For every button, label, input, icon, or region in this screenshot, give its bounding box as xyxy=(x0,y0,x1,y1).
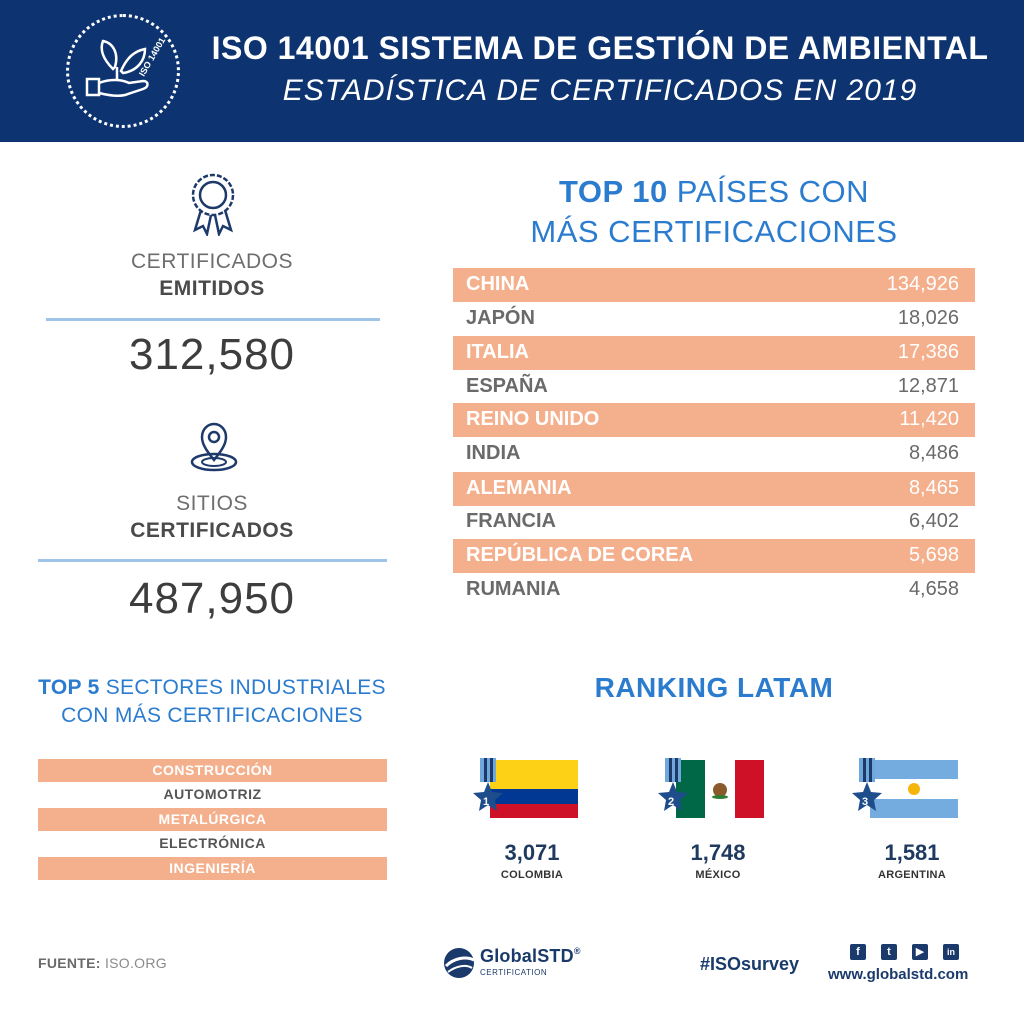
sectors-title-rest: SECTORES INDUSTRIALES xyxy=(99,676,386,699)
top10-title-rest: PAÍSES CON xyxy=(667,174,869,209)
country-name: JAPÓN xyxy=(466,307,535,329)
brand-text: GlobalSTD xyxy=(480,946,574,966)
country-name: ESPAÑA xyxy=(466,375,548,397)
country-name: RUMANIA xyxy=(466,578,561,600)
top10-title-line2: MÁS CERTIFICACIONES xyxy=(530,214,898,249)
website-link[interactable]: www.globalstd.com xyxy=(828,966,969,983)
list-item: METALÚRGICA xyxy=(38,808,387,831)
country-value: 12,871 xyxy=(897,375,959,397)
header-banner: ISO 14001 ISO 14001 SISTEMA DE GESTIÓN D… xyxy=(0,0,1024,142)
brand-name: GlobalSTD® xyxy=(480,946,581,967)
country-name: FRANCIA xyxy=(466,510,556,532)
country-name: INDIA xyxy=(466,442,521,464)
colombia-flag-icon xyxy=(490,760,578,818)
certificates-label-bold: EMITIDOS xyxy=(159,277,265,300)
country-value: 134,926 xyxy=(886,273,959,295)
medal-icon xyxy=(658,758,688,811)
source-note: FUENTE: ISO.ORG xyxy=(38,955,167,971)
location-pin-icon xyxy=(186,420,242,481)
latam-country: COLOMBIA xyxy=(500,869,564,881)
country-value: 5,698 xyxy=(908,544,959,566)
country-value: 17,386 xyxy=(897,341,959,363)
table-row: REPÚBLICA DE COREA 5,698 xyxy=(453,539,975,573)
country-value: 6,402 xyxy=(908,510,959,532)
sites-label-bold: CERTIFICADOS xyxy=(130,519,294,542)
latam-value: 3,071 xyxy=(504,840,560,865)
source-value: ISO.ORG xyxy=(100,955,167,971)
latam-title: RANKING LATAM xyxy=(594,672,834,703)
list-item: INGENIERÍA xyxy=(38,857,387,880)
country-value: 8,486 xyxy=(908,442,959,464)
certificates-label-top: CERTIFICADOS xyxy=(131,250,293,273)
list-item: ELECTRÓNICA xyxy=(159,835,266,851)
certificates-value: 312,580 xyxy=(128,330,296,379)
table-row: REINO UNIDO 11,420 xyxy=(453,403,975,437)
iso-logo: ISO 14001 xyxy=(66,14,180,128)
country-value: 4,658 xyxy=(908,578,959,600)
latam-value: 1,748 xyxy=(690,840,746,865)
latam-country: MÉXICO xyxy=(695,869,741,881)
medal-rank: 3 xyxy=(862,796,869,808)
sectors-title-line2: CON MÁS CERTIFICACIONES xyxy=(61,704,363,727)
twitter-icon[interactable]: t xyxy=(881,944,897,960)
table-row: JAPÓN 18,026 xyxy=(453,302,975,336)
medal-icon xyxy=(852,758,882,811)
brand-sub: CERTIFICATION xyxy=(480,968,548,977)
list-item: AUTOMOTRIZ xyxy=(163,786,262,802)
country-value: 8,465 xyxy=(908,477,959,499)
top10-title-bold: TOP 10 xyxy=(558,174,668,209)
country-name: REINO UNIDO xyxy=(466,408,600,430)
page-title: ISO 14001 SISTEMA DE GESTIÓN DE AMBIENTA… xyxy=(211,30,989,66)
table-row: ESPAÑA 12,871 xyxy=(453,370,975,404)
sites-value: 487,950 xyxy=(128,574,296,623)
argentina-flag-icon xyxy=(870,760,958,818)
brand-reg: ® xyxy=(573,946,581,956)
award-ribbon-icon xyxy=(186,170,240,241)
medal-rank: 2 xyxy=(668,796,675,808)
youtube-icon[interactable]: ▶ xyxy=(912,944,928,960)
sites-label-top: SITIOS xyxy=(176,492,248,515)
mexico-flag-icon xyxy=(676,760,764,818)
sectors-title: TOP 5 SECTORES INDUSTRIALES CON MÁS CERT… xyxy=(22,674,402,730)
latam-value: 1,581 xyxy=(884,840,940,865)
table-row: INDIA 8,486 xyxy=(453,437,975,471)
sectors-title-bold: TOP 5 xyxy=(38,676,100,699)
table-row: ALEMANIA 8,465 xyxy=(453,472,975,506)
table-row: CHINA 134,926 xyxy=(453,268,975,302)
country-name: CHINA xyxy=(466,273,530,295)
table-row: ITALIA 17,386 xyxy=(453,336,975,370)
latam-country: ARGENTINA xyxy=(877,869,947,881)
page-subtitle: ESTADÍSTICA DE CERTIFICADOS EN 2019 xyxy=(282,74,918,107)
country-name: REPÚBLICA DE COREA xyxy=(466,544,694,566)
country-name: ITALIA xyxy=(466,341,529,363)
globalstd-logo-icon xyxy=(444,948,475,978)
top10-title: TOP 10 PAÍSES CON MÁS CERTIFICACIONES xyxy=(452,172,976,252)
linkedin-icon[interactable]: in xyxy=(943,944,959,960)
source-label: FUENTE: xyxy=(38,955,101,971)
hashtag[interactable]: #ISOsurvey xyxy=(700,954,800,974)
medal-icon xyxy=(473,758,503,811)
country-value: 18,026 xyxy=(897,307,959,329)
facebook-icon[interactable]: f xyxy=(850,944,866,960)
hand-leaf-icon xyxy=(85,39,149,98)
country-value: 11,420 xyxy=(899,408,959,430)
country-name: ALEMANIA xyxy=(466,477,572,499)
table-row: RUMANIA 4,658 xyxy=(453,573,975,607)
divider xyxy=(38,559,387,562)
divider xyxy=(46,318,380,321)
table-row: FRANCIA 6,402 xyxy=(453,505,975,539)
list-item: CONSTRUCCIÓN xyxy=(38,759,387,782)
medal-rank: 1 xyxy=(483,796,490,808)
